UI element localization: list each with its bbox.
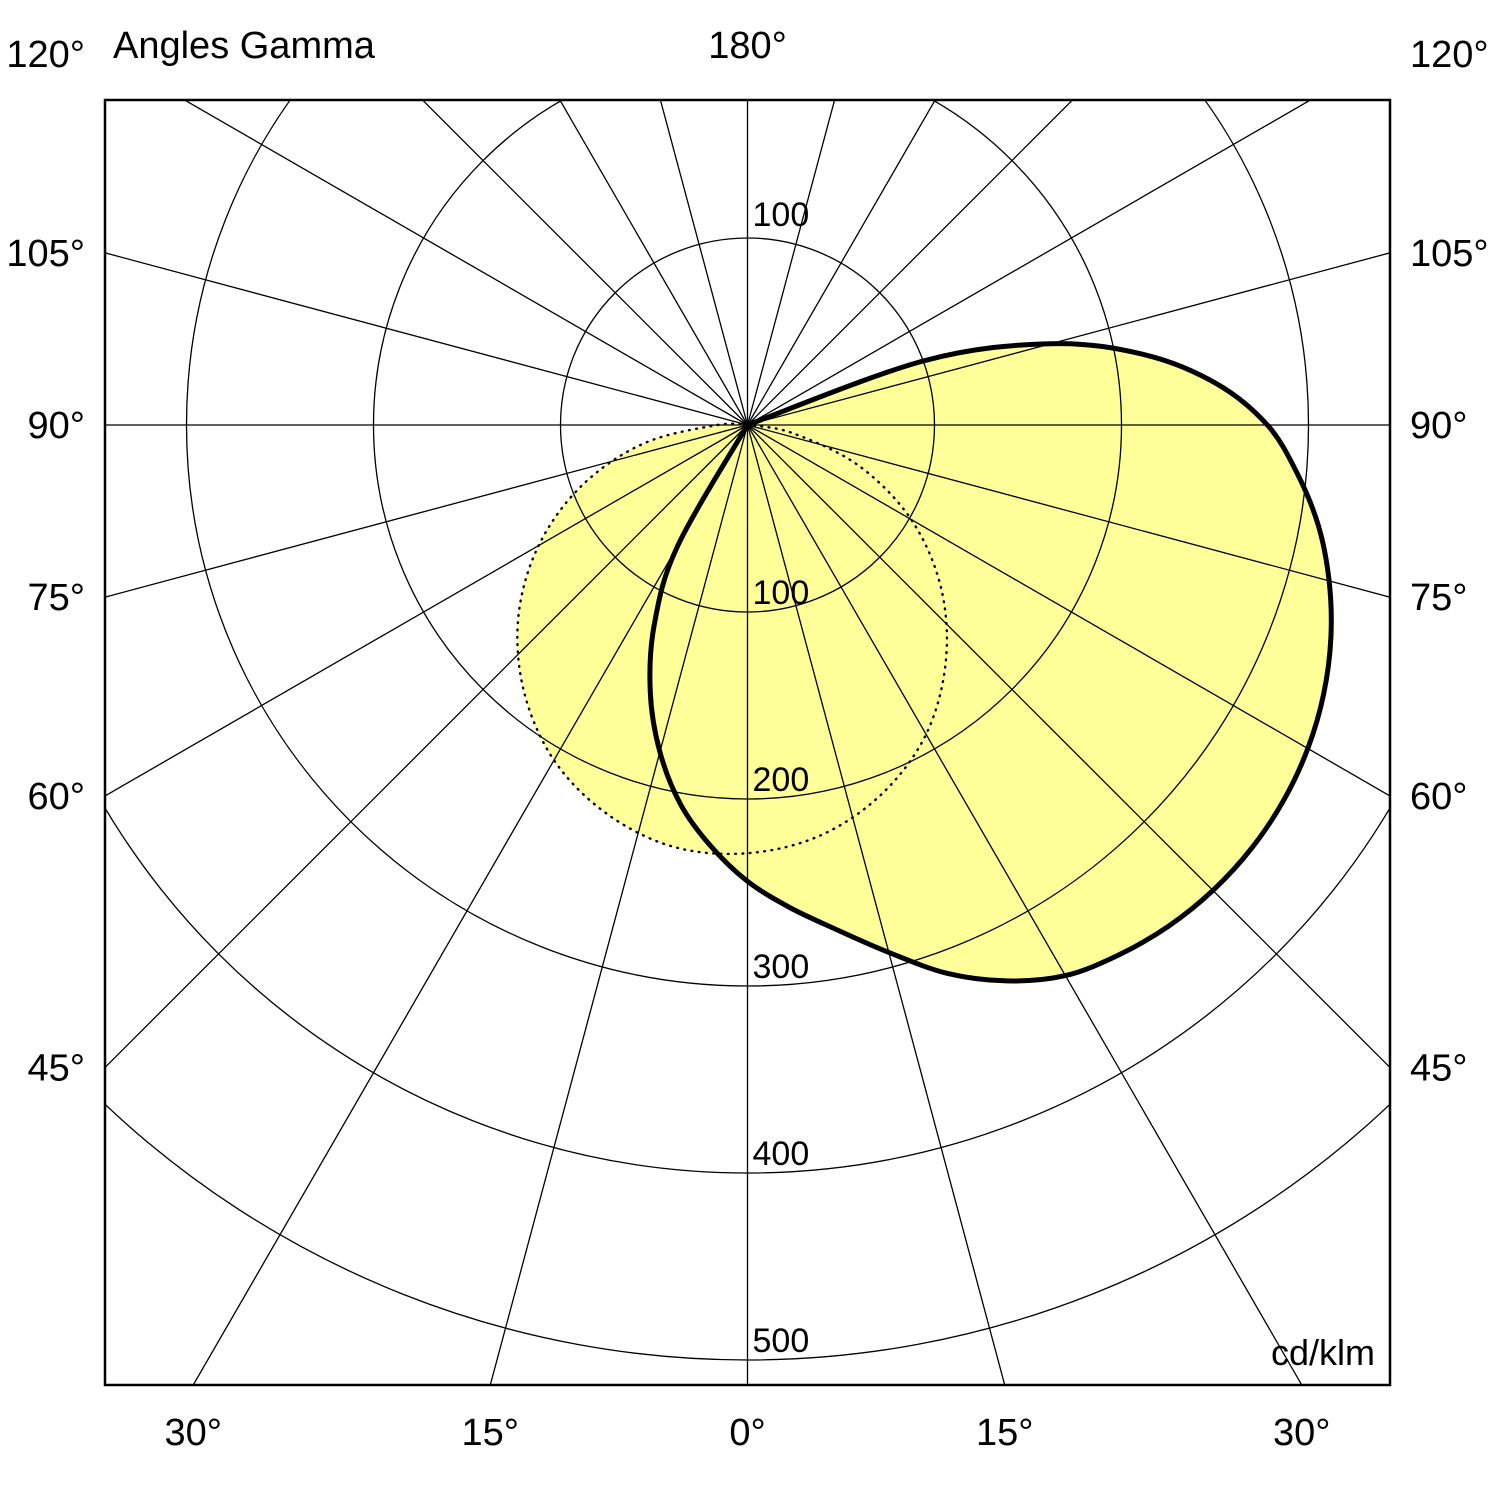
grid-ray <box>659 100 749 426</box>
gamma-angle-label-bottom: 30° <box>165 1412 222 1454</box>
beam-fill-dotted-curve <box>517 423 947 854</box>
gamma-angle-label-left: 60° <box>28 776 85 818</box>
grid-ray <box>105 252 748 426</box>
grid-ray <box>183 100 748 426</box>
gamma-angle-label-right: 90° <box>1410 405 1467 447</box>
grid-ray <box>747 424 1390 1069</box>
gamma-angle-label-bottom: 15° <box>462 1412 519 1454</box>
gamma-angle-label-right: 75° <box>1410 577 1467 619</box>
gamma-angle-label-left: 120° <box>6 34 85 76</box>
radial-tick-label: 400 <box>753 1135 810 1173</box>
plot-border <box>103 98 1392 1387</box>
grid-ray <box>746 424 1303 1385</box>
grid-ray <box>746 100 936 426</box>
grid-ray <box>747 100 1312 426</box>
gamma-angle-label-left: 90° <box>28 405 85 447</box>
grid-ray <box>747 424 1390 797</box>
gamma-angle-label-right: 60° <box>1410 776 1467 818</box>
grid-ray <box>489 424 749 1385</box>
radial-tick-label: 500 <box>753 1322 810 1360</box>
grid-ray <box>746 100 836 426</box>
gamma-angle-label-right: 120° <box>1410 34 1489 76</box>
grid-ray <box>421 100 748 426</box>
grid-ray <box>192 424 749 1385</box>
radial-tick-label: 200 <box>753 761 810 799</box>
gamma-angle-label-right: 45° <box>1410 1048 1467 1090</box>
grid-ray <box>747 252 1390 426</box>
grid-ray <box>746 424 1006 1385</box>
gamma-180-label: 180° <box>708 25 787 67</box>
beam-curves <box>516 341 1334 984</box>
grid-ray <box>105 424 748 598</box>
gamma-angle-label-bottom: 15° <box>976 1412 1033 1454</box>
gamma-angle-label-bottom: 0° <box>729 1412 765 1454</box>
grid-ray <box>105 424 748 797</box>
grid-ray <box>105 424 748 1069</box>
radial-tick-label: 300 <box>753 948 810 986</box>
gamma-angle-label-left: 45° <box>28 1048 85 1090</box>
unit-label: cd/klm <box>1271 1332 1375 1373</box>
grid-ray <box>747 424 1390 598</box>
grid-ray <box>747 100 1074 426</box>
gamma-angle-label-left: 105° <box>6 233 85 275</box>
gamma-angle-label-right: 105° <box>1410 233 1489 275</box>
beam-curve-solid <box>647 341 1334 984</box>
chart-title: Angles Gamma <box>113 25 376 67</box>
gamma-angle-label-left: 75° <box>28 577 85 619</box>
grid-ray <box>559 100 749 426</box>
radial-tick-label: 100 <box>753 196 810 234</box>
gamma-angle-label-bottom: 30° <box>1273 1412 1330 1454</box>
radial-tick-label: 100 <box>753 574 810 612</box>
beam-fill-group <box>517 343 1332 981</box>
